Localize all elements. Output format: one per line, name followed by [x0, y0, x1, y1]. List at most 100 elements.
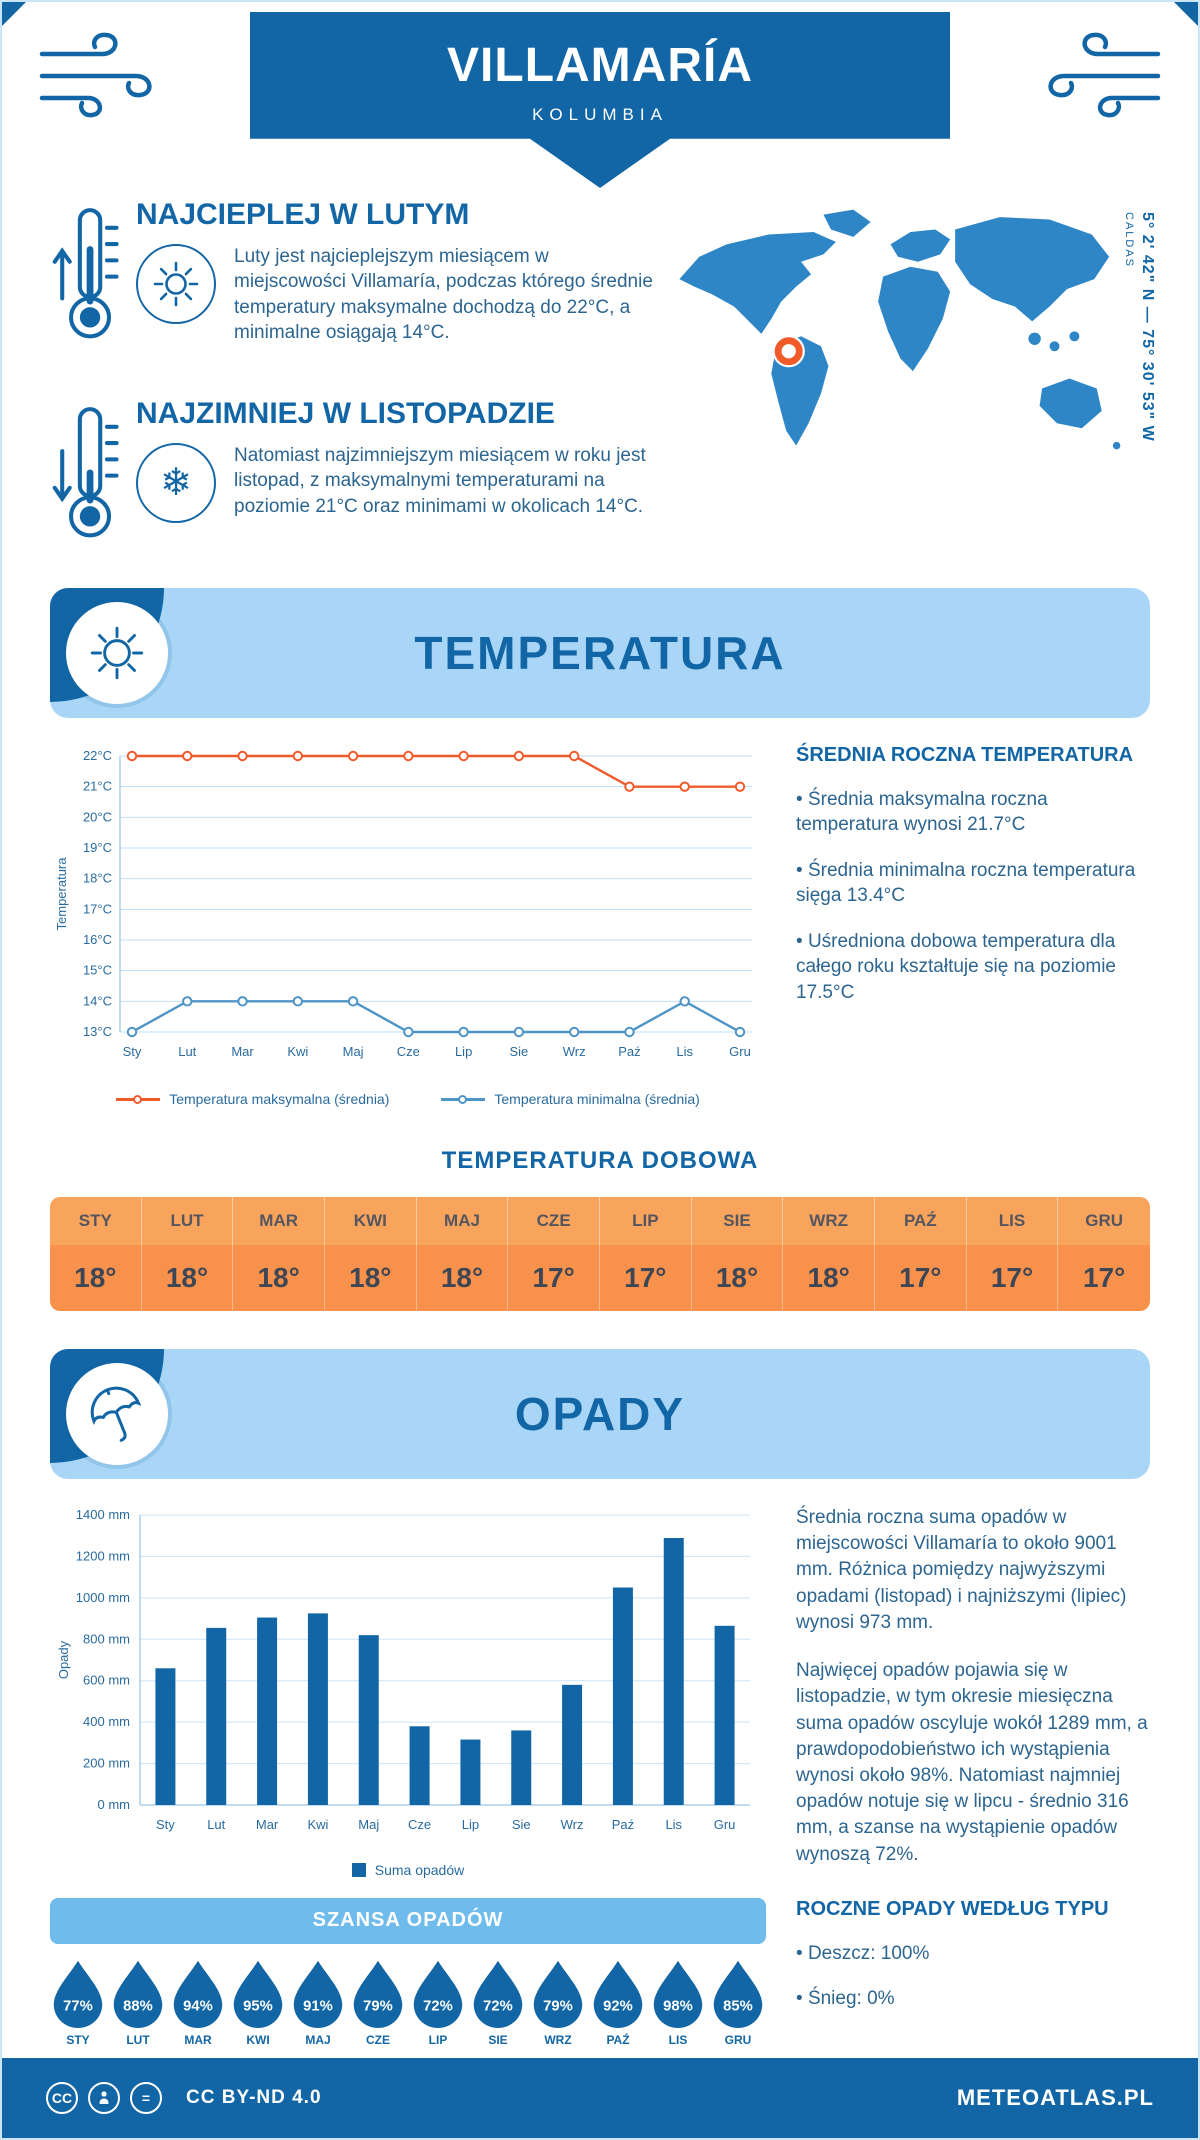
temperature-line-chart: 13°C 14°C 15°C 16°C 17°C 18°C 19°C 20°C 21°C 22°C… [54, 748, 752, 1059]
drop-month-label: LIP [428, 2032, 448, 2047]
sun-icon [136, 244, 216, 324]
raindrop-icon: 85% [713, 1960, 763, 2028]
precipitation-chance-item: 77% STY [50, 1958, 106, 2047]
svg-text:Lut: Lut [207, 1817, 225, 1832]
wind-icon-left [39, 32, 152, 118]
svg-text:Paź: Paź [618, 1044, 640, 1059]
daily-table-month-cell: MAR [233, 1197, 325, 1245]
drop-month-label: STY [66, 2032, 90, 2047]
svg-text:72%: 72% [483, 1998, 513, 2014]
precipitation-chance-item: 72% LIP [410, 1958, 466, 2047]
precipitation-chance-item: 79% CZE [350, 1958, 406, 2047]
drop-month-label: CZE [366, 2032, 390, 2047]
intro-section: NAJCIEPLEJ W LUTYM [50, 198, 1156, 564]
svg-text:Lip: Lip [455, 1044, 472, 1059]
svg-text:18°C: 18°C [83, 871, 112, 886]
legend-item: Temperatura maksymalna (średnia) [116, 1091, 389, 1107]
precipitation-type-bullets: Deszcz: 100% Śnieg: 0% [796, 1941, 1150, 2012]
daily-table-month-cell: LIS [966, 1197, 1059, 1245]
daily-table-month-cell: GRU [1058, 1197, 1150, 1245]
temperature-summary-title: ŚREDNIA ROCZNA TEMPERATURA [796, 744, 1134, 766]
daily-table-month-cell: LUT [141, 1197, 234, 1245]
precipitation-chance-item: 91% MAJ [290, 1958, 346, 2047]
svg-text:19°C: 19°C [83, 840, 112, 855]
drop-month-label: KWI [246, 2032, 270, 2047]
svg-text:85%: 85% [723, 1998, 753, 2014]
drop-month-label: MAJ [305, 2032, 331, 2047]
temperature-banner: TEMPERATURA [50, 588, 1150, 718]
precipitation-section-title: OPADY [514, 1388, 686, 1440]
coordinates-label: 5° 2' 42" N — 75° 30' 53" W [1139, 212, 1156, 442]
temperature-bullets: Średnia maksymalna roczna temperatura wy… [796, 787, 1150, 1005]
precipitation-content: 0 mm 200 mm 400 mm 600 mm 800 mm 1000 mm 1200 … [50, 1505, 1150, 1890]
umbrella-banner-icon [66, 1363, 168, 1465]
svg-text:Sty: Sty [123, 1044, 142, 1059]
precipitation-chance-item: 98% LIS [650, 1958, 706, 2047]
daily-table-value-cell: 17° [1058, 1245, 1150, 1311]
precipitation-chance-item: 94% MAR [170, 1958, 226, 2047]
daily-table-month-cell: PAŹ [874, 1197, 967, 1245]
daily-temperature-table: STY LUT MAR KWI MAJ CZE LIP SIE WRZ PAŹ LIS GRU 18° 1… [50, 1197, 1150, 1311]
precipitation-chance-item: 79% WRZ [530, 1958, 586, 2047]
svg-text:Temperatura: Temperatura [54, 857, 69, 931]
svg-text:Sie: Sie [510, 1044, 529, 1059]
corner-decoration-right [1174, 2, 1198, 26]
daily-table-value-cell: 18° [50, 1245, 142, 1311]
raindrop-icon: 72% [473, 1960, 523, 2028]
license-block: CC = CC BY-ND 4.0 [46, 2082, 322, 2114]
raindrop-icon: 98% [653, 1960, 703, 2028]
daily-table-value-cell: 17° [874, 1245, 967, 1311]
daily-table-month-cell: STY [50, 1197, 142, 1245]
legend-item: Temperatura minimalna (średnia) [441, 1091, 700, 1107]
warmest-month-block: NAJCIEPLEJ W LUTYM [50, 198, 690, 359]
drop-month-label: GRU [724, 2032, 752, 2047]
daily-table-value-cell: 18° [783, 1245, 875, 1311]
svg-text:200 mm: 200 mm [83, 1756, 130, 1771]
precipitation-chance-item: 95% KWI [230, 1958, 286, 2047]
temperature-section-title: TEMPERATURA [414, 627, 786, 679]
thermometer-up-icon [50, 198, 136, 359]
svg-text:Lis: Lis [665, 1817, 682, 1832]
raindrop-icon: 91% [293, 1960, 343, 2028]
daily-table-month-cell: SIE [691, 1197, 784, 1245]
svg-text:1000 mm: 1000 mm [76, 1590, 130, 1605]
temperature-legend: Temperatura maksymalna (średnia) Temperat… [50, 1091, 766, 1107]
svg-text:Sty: Sty [156, 1817, 175, 1832]
warmest-month-text: Luty jest najcieplejszym miesiącem w mie… [234, 246, 653, 344]
precipitation-chance-item: 88% LUT [110, 1958, 166, 2047]
sun-banner-icon [66, 602, 168, 704]
temperature-content: 13°C 14°C 15°C 16°C 17°C 18°C 19°C 20°C 21°C 22°C… [50, 744, 1150, 1107]
coldest-month-block: NAJZIMNIEJ W LISTOPADZIE ❄ Natomiast naj… [50, 397, 690, 558]
temperature-bullet: Uśredniona dobowa temperatura dla całego… [796, 929, 1150, 1005]
svg-text:20°C: 20°C [83, 809, 112, 824]
daily-table-value-cell: 17° [599, 1245, 692, 1311]
daily-table-month-cell: LIP [599, 1197, 692, 1245]
daily-table-value-cell: 18° [691, 1245, 784, 1311]
temperature-bullet: Średnia minimalna roczna temperatura się… [796, 858, 1150, 909]
daily-table-month-cell: CZE [508, 1197, 600, 1245]
precipitation-chance-item: 85% GRU [710, 1958, 766, 2047]
precipitation-chance-item: 92% PAŹ [590, 1958, 646, 2047]
header: VILLAMARÍA KOLUMBIA [2, 2, 1198, 192]
raindrop-icon: 94% [173, 1960, 223, 2028]
raindrop-icon: 95% [233, 1960, 283, 2028]
license-label: CC BY-ND 4.0 [186, 2087, 322, 2108]
corner-decoration-left [2, 2, 26, 26]
title-ribbon: VILLAMARÍA KOLUMBIA [250, 12, 950, 188]
svg-text:Kwi: Kwi [287, 1044, 308, 1059]
svg-text:1400 mm: 1400 mm [76, 1507, 130, 1522]
drop-month-label: LIS [668, 2032, 688, 2047]
svg-text:13°C: 13°C [83, 1024, 112, 1039]
svg-text:72%: 72% [423, 1998, 453, 2014]
svg-text:1200 mm: 1200 mm [76, 1548, 130, 1563]
svg-text:Mar: Mar [256, 1817, 279, 1832]
page-title: VILLAMARÍA [447, 39, 753, 92]
world-map [662, 202, 1134, 493]
no-derivatives-icon: = [130, 2082, 162, 2114]
svg-text:Opady: Opady [56, 1640, 71, 1679]
svg-text:Lip: Lip [462, 1817, 479, 1832]
svg-text:Gru: Gru [714, 1817, 736, 1832]
precipitation-type-title: ROCZNE OPADY WEDŁUG TYPU [796, 1897, 1109, 1920]
svg-text:Maj: Maj [358, 1817, 379, 1832]
svg-text:22°C: 22°C [83, 748, 112, 763]
